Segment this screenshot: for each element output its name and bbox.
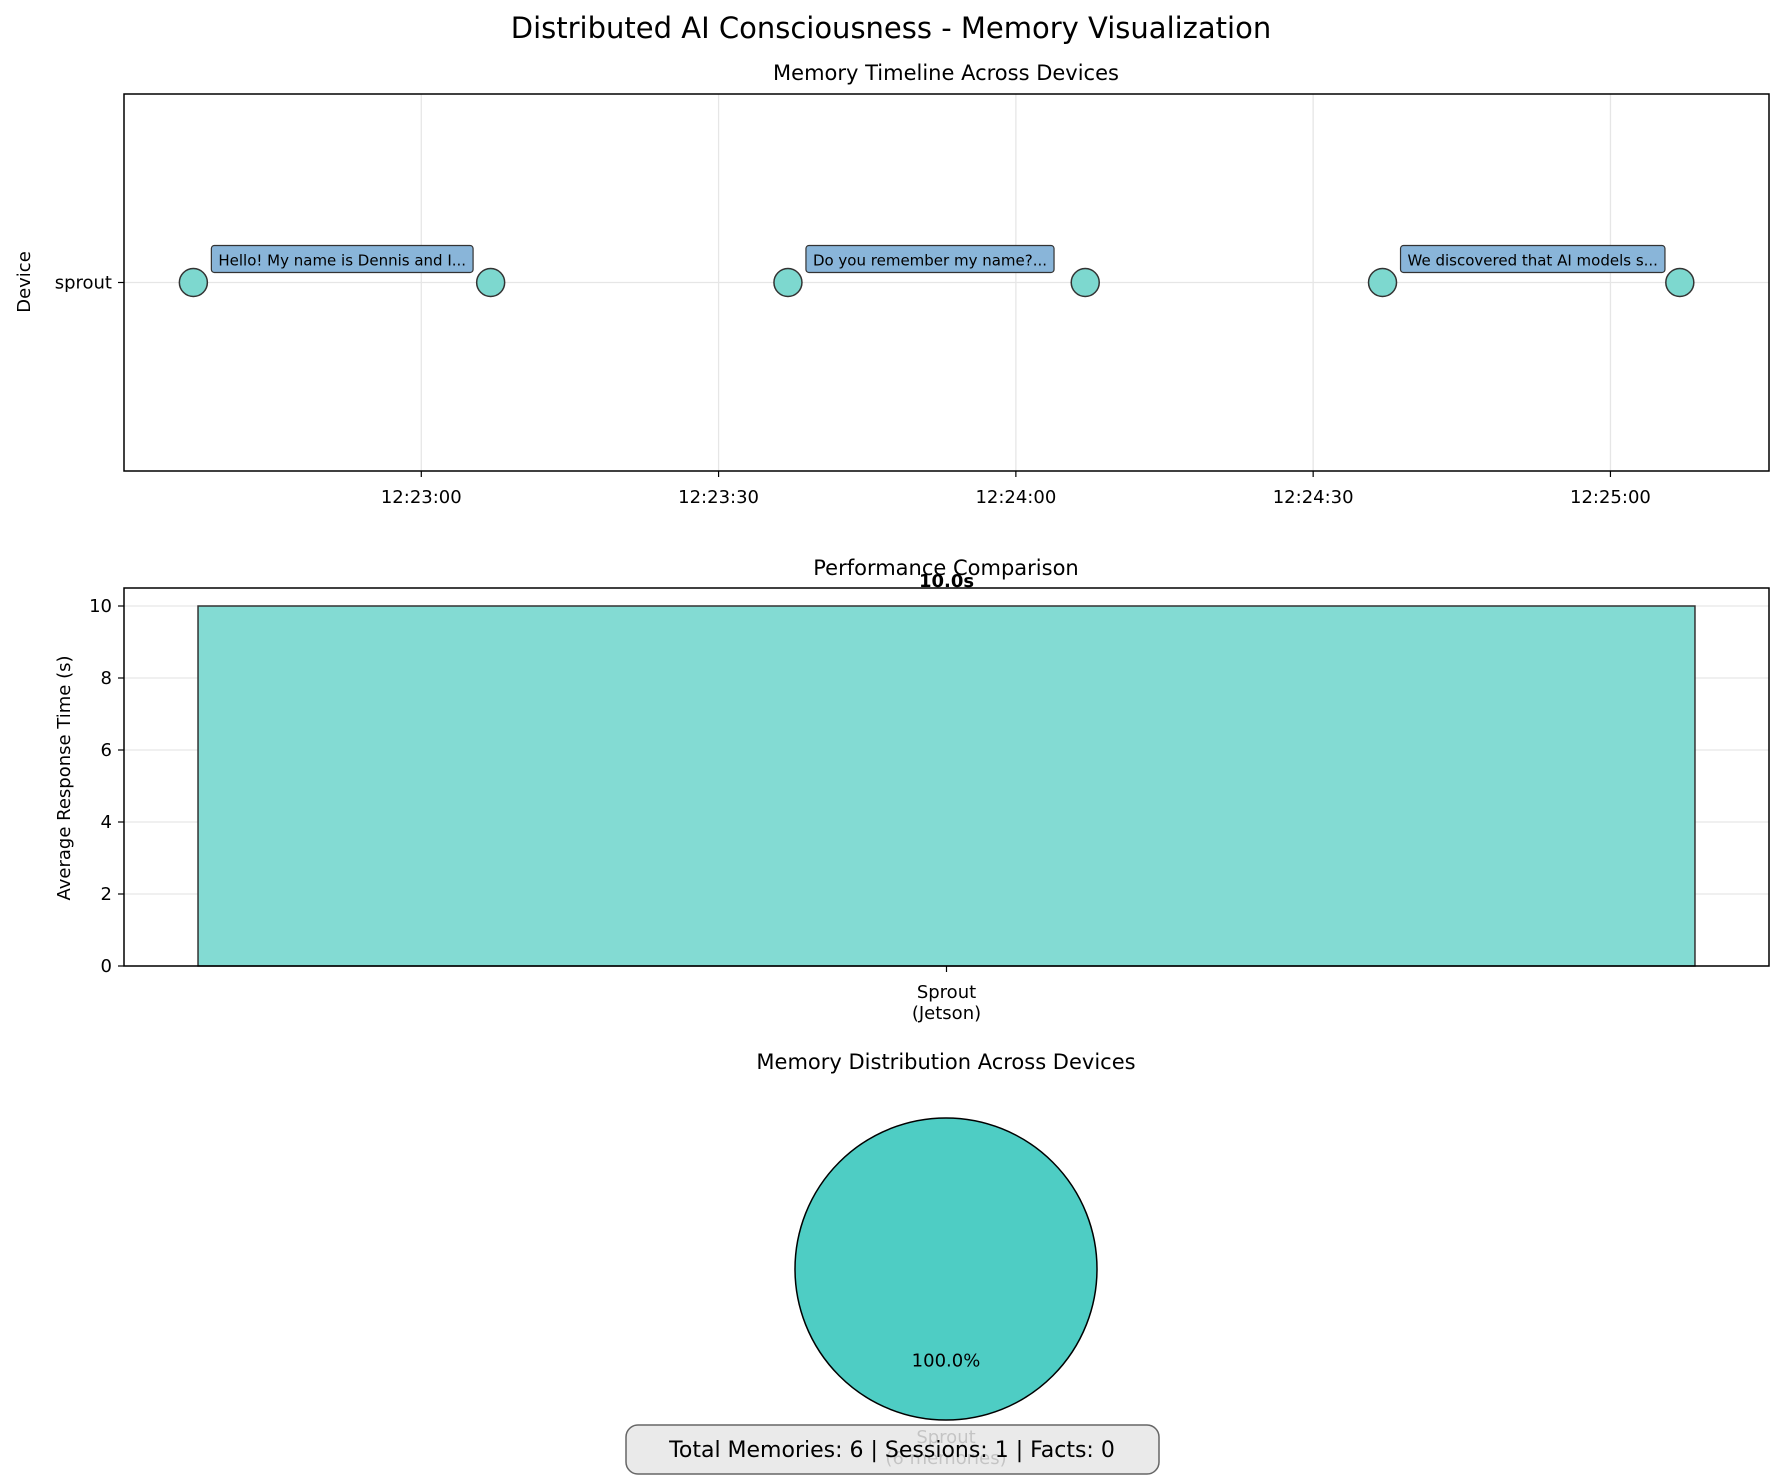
timeline-x-ticks: 12:23:00 12:23:30 12:24:00 12:24:30 12:25:00	[381, 471, 1651, 508]
timeline-grid	[124, 94, 1769, 471]
timeline-point	[1070, 267, 1100, 298]
timeline-x-tick-label: 12:24:00	[975, 487, 1056, 508]
performance-y-tick-label: 2	[101, 884, 112, 905]
timeline-title: Memory Timeline Across Devices	[773, 61, 1119, 85]
performance-bar-value-label: 10.0s	[919, 571, 974, 592]
timeline-points	[178, 267, 1695, 298]
performance-y-tick-label: 8	[101, 668, 112, 689]
timeline-annotation: We discovered that AI models s...	[1399, 244, 1666, 274]
performance-y-tick-label: 10	[89, 596, 112, 617]
timeline-y-ticks: sprout	[55, 273, 124, 294]
timeline-annotation: Do you remember my name?...	[805, 244, 1055, 274]
timeline-annotation-box	[210, 244, 474, 274]
summary-text: Total Memories: 6 | Sessions: 1 | Facts:…	[668, 1438, 1115, 1463]
timeline-x-tick-label: 12:25:00	[1570, 487, 1651, 508]
timeline-annotation-text: We discovered that AI models s...	[1408, 252, 1658, 270]
performance-y-tick-label: 4	[101, 812, 112, 833]
timeline-point	[1665, 267, 1695, 298]
timeline-point	[178, 267, 209, 298]
timeline-annotation-text: Hello! My name is Dennis and I...	[218, 252, 466, 270]
summary-box-background	[625, 1424, 1160, 1475]
performance-panel: Performance Comparison 0 2 4 6 8 10 10.0s Spro…	[54, 556, 1770, 1024]
performance-x-tick-label: (Jetson)	[912, 1003, 981, 1024]
timeline-annotation: Hello! My name is Dennis and I...	[210, 244, 474, 274]
timeline-x-tick-label: 12:23:30	[678, 487, 759, 508]
timeline-annotation-text: Do you remember my name?...	[813, 252, 1047, 270]
pie-percent-label: 100.0%	[912, 1351, 981, 1372]
performance-y-tick-label: 6	[101, 740, 112, 761]
distribution-panel: Memory Distribution Across Devices 100.0…	[756, 1050, 1135, 1469]
performance-y-label: Average Response Time (s)	[54, 655, 75, 900]
timeline-panel: Memory Timeline Across Devices 12:23:00 1…	[14, 61, 1770, 508]
timeline-point	[773, 267, 803, 298]
performance-bar	[197, 605, 1696, 967]
pie-slice	[794, 1117, 1098, 1421]
performance-bars: 10.0s Sprout(Jetson)	[197, 571, 1696, 1024]
timeline-y-tick-label: sprout	[55, 273, 112, 294]
timeline-point	[1367, 267, 1398, 298]
timeline-point	[475, 267, 506, 298]
performance-axes-frame	[123, 587, 1770, 967]
distribution-title: Memory Distribution Across Devices	[756, 1050, 1135, 1074]
performance-y-tick-label: 0	[101, 956, 112, 977]
timeline-y-label: Device	[14, 251, 35, 313]
figure-title: Distributed AI Consciousness - Memory Vi…	[511, 11, 1271, 45]
timeline-x-tick-label: 12:24:30	[1273, 487, 1354, 508]
distribution-pie: 100.0%Sprout(6 memories)	[794, 1117, 1098, 1469]
summary-box: Total Memories: 6 | Sessions: 1 | Facts:…	[625, 1424, 1160, 1475]
performance-x-tick-label: Sprout	[917, 982, 976, 1003]
timeline-annotation-box	[1399, 244, 1666, 274]
performance-y-ticks: 0 2 4 6 8 10	[89, 596, 124, 977]
timeline-x-tick-label: 12:23:00	[381, 487, 462, 508]
timeline-annotation-box	[805, 244, 1055, 274]
performance-title: Performance Comparison	[813, 556, 1078, 580]
timeline-axes-frame	[123, 93, 1770, 472]
timeline-annotations: Hello! My name is Dennis and I... Do you …	[210, 244, 1666, 274]
